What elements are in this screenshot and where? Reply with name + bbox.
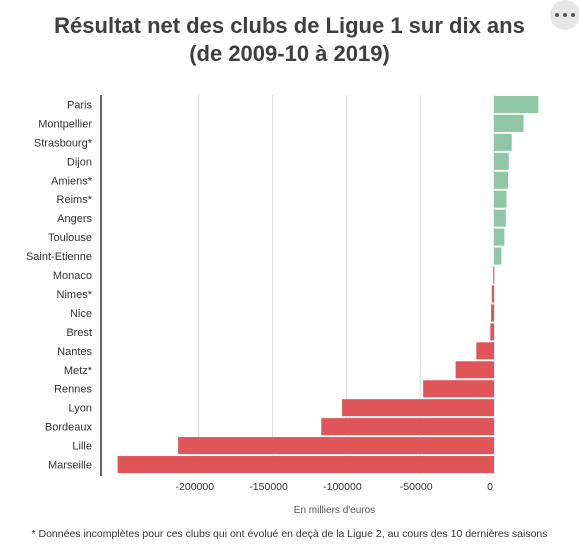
category-label: Strasbourg*	[34, 137, 93, 149]
bar	[117, 456, 495, 474]
category-label: Amiens*	[51, 175, 93, 187]
x-axis-title: En milliers d'euros	[293, 505, 376, 516]
more-options-button[interactable]	[550, 0, 579, 30]
bar	[491, 304, 494, 322]
category-label: Nantes	[57, 346, 92, 358]
bar	[493, 266, 495, 284]
category-label: Rennes	[54, 384, 92, 396]
category-label: Saint-Etienne	[26, 251, 92, 263]
bar	[491, 285, 494, 303]
bar	[494, 95, 539, 113]
x-tick-label: 0	[487, 481, 493, 493]
bar	[494, 171, 509, 189]
category-label: Metz*	[64, 365, 93, 377]
x-tick-label: -100000	[323, 481, 362, 493]
x-tick-label: -150000	[249, 481, 288, 493]
footnote: * Données incomplètes pour ces clubs qui…	[31, 528, 548, 540]
category-label: Angers	[57, 213, 92, 225]
bar	[490, 323, 494, 341]
category-label: Lyon	[69, 403, 92, 415]
category-label: Nimes*	[57, 289, 93, 301]
category-label: Montpellier	[38, 118, 92, 130]
category-label: Reims*	[57, 194, 93, 206]
more-dots-icon	[555, 13, 559, 17]
category-label: Monaco	[53, 270, 92, 282]
category-label: Toulouse	[48, 232, 92, 244]
bar	[455, 361, 494, 379]
x-tick-label: -200000	[176, 481, 215, 493]
category-label: Lille	[72, 441, 92, 453]
bar	[494, 152, 509, 170]
bar	[494, 209, 506, 227]
bar	[494, 228, 505, 246]
bar	[321, 418, 494, 436]
category-label: Dijon	[67, 156, 92, 168]
bar	[476, 342, 494, 360]
category-label: Nice	[70, 308, 92, 320]
category-label: Bordeaux	[45, 422, 93, 434]
bar	[494, 114, 524, 132]
chart-title: Résultat net des clubs de Ligue 1 sur di…	[54, 13, 525, 38]
chart-subtitle: (de 2009-10 à 2019)	[189, 41, 390, 66]
category-label: Brest	[66, 327, 92, 339]
category-label: Marseille	[48, 460, 92, 472]
bar	[494, 247, 502, 265]
bar	[423, 380, 494, 398]
bar	[494, 133, 512, 151]
x-tick-label: -50000	[400, 481, 433, 493]
category-label: Paris	[67, 99, 93, 111]
bar	[341, 399, 494, 417]
bar	[178, 437, 495, 455]
bar	[494, 190, 507, 208]
